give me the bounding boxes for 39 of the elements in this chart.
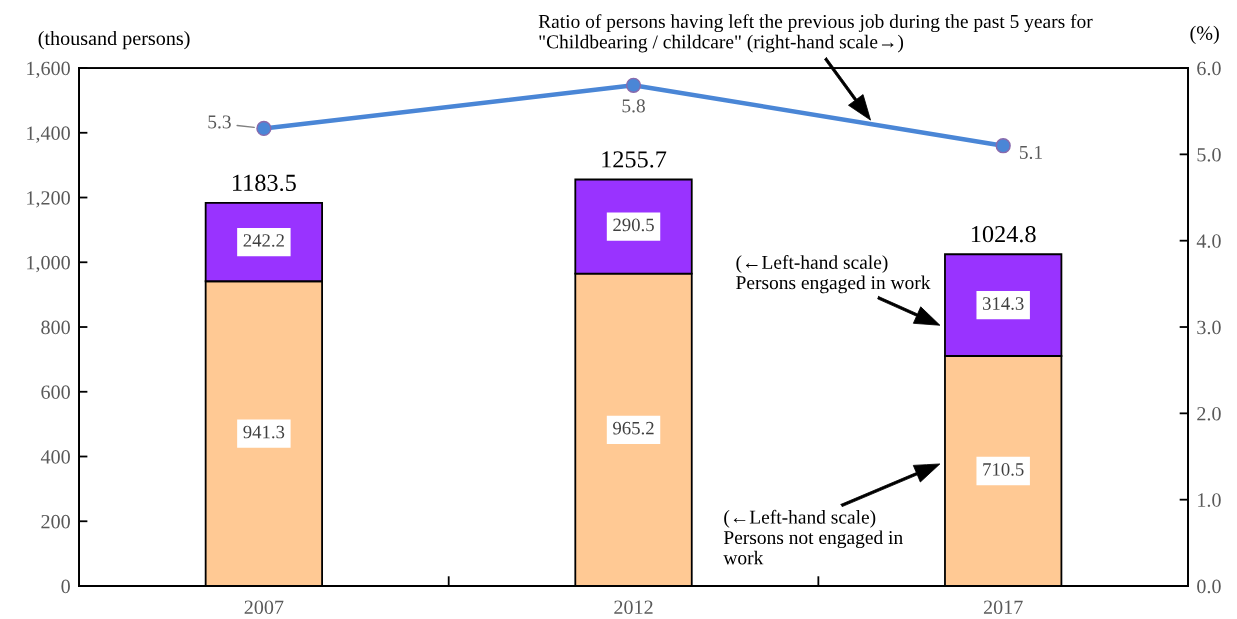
data-label: 5.3 — [208, 115, 231, 129]
y2-tick-label: 2.0 — [1197, 406, 1221, 421]
data-label: 242.2 — [243, 234, 284, 247]
series-label: (←Left-hand scale) Persons not engaged in work — [723, 509, 903, 565]
total-label: 1024.8 — [971, 225, 1036, 243]
data-label: 290.5 — [613, 218, 654, 232]
total-label: 1183.5 — [233, 174, 296, 192]
point — [256, 120, 272, 137]
x-tick-label: 2017 — [983, 600, 1023, 615]
y-tick-label: 1,200 — [27, 191, 70, 208]
y2-tick-label: 6.0 — [1197, 61, 1221, 76]
x-tick-label: 2007 — [244, 600, 284, 615]
data-label: 710.5 — [983, 463, 1024, 476]
data-label: 965.2 — [613, 421, 654, 435]
y2-axis-title: (%) — [1190, 25, 1219, 45]
y-tick-label: 1,600 — [27, 61, 70, 79]
y2-tick-label: 1.0 — [1198, 493, 1221, 507]
y-tick-label: 1,400 — [27, 126, 70, 143]
y-tick-label: 1,000 — [27, 255, 70, 273]
data-label: 5.1 — [1019, 145, 1042, 160]
y-tick-label: 400 — [40, 450, 70, 464]
total-label: 1255.7 — [602, 151, 667, 168]
y2-tick-label: 3.0 — [1197, 320, 1221, 335]
y2-tick-label: 5.0 — [1197, 147, 1221, 162]
series-label: (←Left-hand scale) Persons engaged in work — [736, 255, 931, 294]
y2-tick-label: 4.0 — [1196, 234, 1221, 248]
y-axis-title: (thousand persons) — [38, 30, 190, 50]
data-label: 941.3 — [243, 425, 285, 439]
y2-tick-label: 0.0 — [1197, 579, 1221, 594]
data-label: 5.8 — [622, 99, 645, 113]
point — [995, 138, 1011, 154]
text: Ratio of persons having left the previous job during the past 5 years for "Childbearing / childcare" (right-hand scale→) — [538, 14, 1093, 53]
y-tick-label: 800 — [41, 320, 70, 335]
point — [625, 77, 642, 93]
y-tick-label: 600 — [41, 385, 70, 399]
data-label: 314.3 — [982, 297, 1024, 310]
y-tick-label: 200 — [41, 514, 70, 529]
y-tick-label: 0 — [61, 579, 70, 594]
x-tick-label: 2012 — [614, 600, 653, 615]
